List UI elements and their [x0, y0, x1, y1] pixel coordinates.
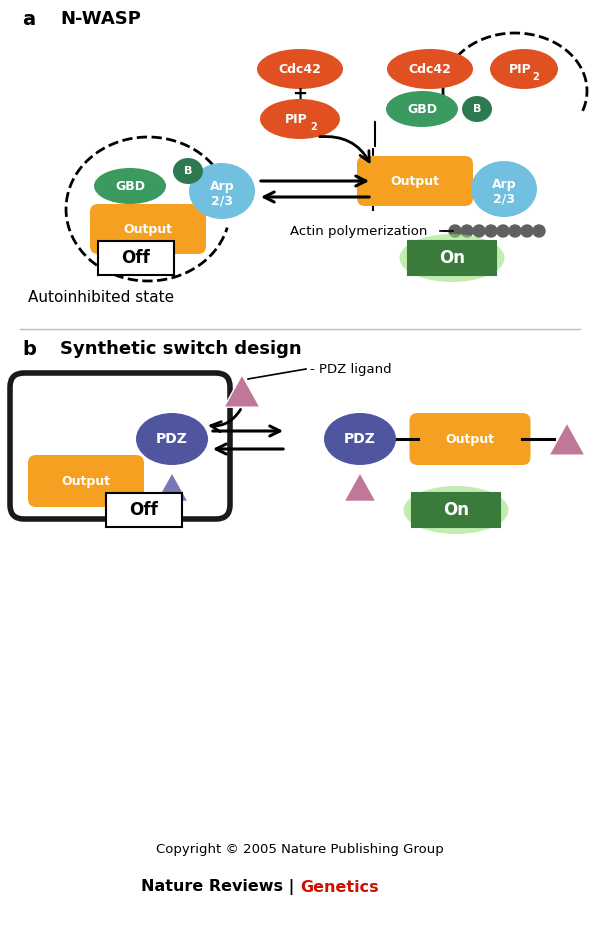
- Text: b: b: [22, 340, 36, 359]
- Text: B: B: [184, 166, 192, 176]
- Text: Arp: Arp: [491, 177, 517, 191]
- Text: Output: Output: [124, 222, 173, 235]
- Polygon shape: [344, 473, 376, 501]
- Text: Copyright © 2005 Nature Publishing Group: Copyright © 2005 Nature Publishing Group: [156, 843, 444, 855]
- Text: Genetics: Genetics: [300, 880, 379, 895]
- Text: - PDZ ligand: - PDZ ligand: [310, 363, 392, 376]
- Text: Synthetic switch design: Synthetic switch design: [60, 340, 302, 358]
- Text: Off: Off: [130, 501, 158, 519]
- Circle shape: [521, 225, 533, 237]
- Circle shape: [461, 225, 473, 237]
- Text: GBD: GBD: [407, 102, 437, 116]
- Text: PIP: PIP: [509, 63, 532, 76]
- FancyBboxPatch shape: [90, 204, 206, 254]
- Ellipse shape: [324, 413, 396, 465]
- Text: PDZ: PDZ: [344, 432, 376, 446]
- Text: Cdc42: Cdc42: [409, 63, 451, 76]
- Text: PIP: PIP: [284, 113, 307, 125]
- FancyBboxPatch shape: [408, 241, 496, 275]
- FancyBboxPatch shape: [357, 156, 473, 206]
- Text: GBD: GBD: [115, 179, 145, 193]
- Text: Actin polymerization: Actin polymerization: [290, 225, 427, 237]
- Circle shape: [497, 225, 509, 237]
- Text: PDZ: PDZ: [156, 432, 188, 446]
- Circle shape: [485, 225, 497, 237]
- Ellipse shape: [400, 234, 505, 282]
- Circle shape: [449, 225, 461, 237]
- Ellipse shape: [260, 99, 340, 139]
- Text: 2: 2: [311, 122, 317, 132]
- Text: +: +: [293, 85, 308, 103]
- Ellipse shape: [462, 96, 492, 122]
- Ellipse shape: [404, 486, 509, 534]
- Ellipse shape: [386, 91, 458, 127]
- Text: Off: Off: [122, 249, 151, 267]
- FancyArrowPatch shape: [320, 137, 369, 161]
- FancyBboxPatch shape: [28, 455, 144, 507]
- Ellipse shape: [490, 49, 558, 89]
- Text: On: On: [439, 249, 465, 267]
- Text: 2/3: 2/3: [211, 195, 233, 208]
- Text: On: On: [443, 501, 469, 519]
- Text: N-WASP: N-WASP: [60, 10, 141, 28]
- Text: Output: Output: [445, 433, 494, 445]
- Text: Output: Output: [391, 175, 439, 188]
- Circle shape: [533, 225, 545, 237]
- Text: Output: Output: [62, 474, 110, 488]
- Text: Nature Reviews |: Nature Reviews |: [141, 879, 300, 895]
- Ellipse shape: [257, 49, 343, 89]
- Circle shape: [473, 225, 485, 237]
- FancyBboxPatch shape: [98, 241, 174, 275]
- FancyBboxPatch shape: [106, 493, 182, 527]
- Text: Arp: Arp: [209, 179, 235, 193]
- Polygon shape: [156, 473, 188, 501]
- FancyBboxPatch shape: [412, 493, 500, 527]
- Text: a: a: [22, 9, 35, 28]
- FancyBboxPatch shape: [409, 413, 530, 465]
- Text: Cdc42: Cdc42: [278, 63, 322, 76]
- Polygon shape: [549, 423, 585, 456]
- Text: 2/3: 2/3: [493, 193, 515, 206]
- Ellipse shape: [471, 161, 537, 217]
- Ellipse shape: [173, 158, 203, 184]
- Ellipse shape: [387, 49, 473, 89]
- Text: Autoinhibited state: Autoinhibited state: [28, 289, 174, 305]
- Text: 2: 2: [533, 72, 539, 82]
- Text: B: B: [473, 104, 481, 114]
- Ellipse shape: [136, 413, 208, 465]
- Ellipse shape: [94, 168, 166, 204]
- Circle shape: [509, 225, 521, 237]
- FancyArrowPatch shape: [211, 409, 241, 432]
- Ellipse shape: [189, 163, 255, 219]
- Polygon shape: [224, 375, 260, 407]
